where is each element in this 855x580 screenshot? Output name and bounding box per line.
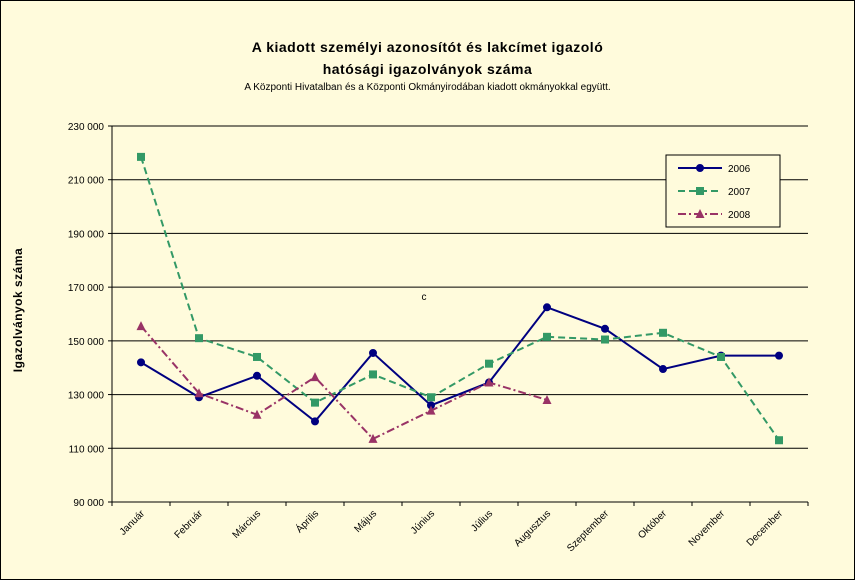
y-tick-label: 170 000	[68, 283, 105, 294]
x-tick-label: Március	[231, 508, 264, 541]
x-tick-label: Szeptember	[565, 508, 611, 554]
data-point-2007	[775, 436, 783, 445]
data-point-2008	[542, 394, 552, 404]
data-point-2007	[659, 328, 667, 337]
data-point-2007	[195, 334, 203, 343]
data-point-2007	[369, 370, 377, 379]
data-point-2007	[717, 352, 725, 361]
x-tick-label: Június	[409, 508, 437, 536]
legend-marker-2008	[695, 209, 705, 218]
series-line-2008	[140, 325, 548, 441]
data-point-2006	[659, 365, 667, 374]
x-tick-label: November	[687, 508, 728, 549]
data-point-2008	[136, 321, 146, 331]
legend-marker-2006	[696, 164, 704, 172]
legend-label-2007: 2007	[728, 187, 751, 198]
data-point-2006	[311, 417, 319, 426]
chart-subtitle: A Központi Hivatalban és a Központi Okmá…	[244, 82, 611, 93]
data-point-2007	[543, 332, 551, 341]
x-tick-label: Február	[173, 508, 206, 541]
x-tick-label: December	[745, 508, 786, 549]
y-tick-label: 90 000	[73, 498, 104, 509]
data-point-2006	[253, 371, 261, 380]
x-tick-label: Május	[352, 508, 379, 535]
data-point-2008	[368, 433, 378, 443]
data-point-2006	[543, 303, 551, 312]
data-point-2006	[369, 348, 377, 357]
series-line-2006	[140, 306, 779, 423]
x-tick-label: Január	[118, 508, 148, 538]
y-tick-label: 230 000	[68, 122, 105, 133]
legend-label-2006: 2006	[728, 164, 751, 175]
x-tick-label: Október	[636, 508, 669, 541]
data-point-2008	[426, 405, 436, 415]
data-point-2007	[601, 335, 609, 344]
x-tick-label: Augusztus	[512, 508, 553, 549]
x-tick-label: Április	[293, 507, 321, 535]
data-point-2008	[252, 409, 262, 419]
data-point-2007	[427, 393, 435, 402]
y-tick-label: 150 000	[68, 337, 105, 348]
x-tick-label: Július	[469, 508, 495, 534]
data-point-2007	[253, 352, 261, 361]
chart-title-line2: hatósági igazolványok száma	[322, 61, 533, 77]
data-point-2007	[137, 152, 145, 161]
y-tick-label: 110 000	[69, 444, 105, 455]
y-tick-label: 210 000	[68, 176, 105, 187]
series-line-2007	[140, 156, 780, 441]
chart-title-line1: A kiadott személyi azonosítót és lakcíme…	[251, 39, 604, 55]
data-point-2007	[485, 359, 493, 368]
y-tick-label: 130 000	[68, 391, 105, 402]
legend-label-2008: 2008	[728, 210, 751, 221]
data-point-2006	[601, 324, 609, 333]
legend-marker-2007	[696, 187, 704, 195]
y-tick-label: 190 000	[68, 229, 105, 240]
data-point-2008	[484, 377, 494, 387]
chart-annotation: c	[422, 292, 427, 303]
data-point-2008	[310, 372, 320, 382]
data-point-2006	[775, 351, 783, 360]
data-point-2006	[137, 358, 145, 367]
data-point-2008	[194, 388, 204, 398]
data-point-2007	[311, 398, 319, 407]
